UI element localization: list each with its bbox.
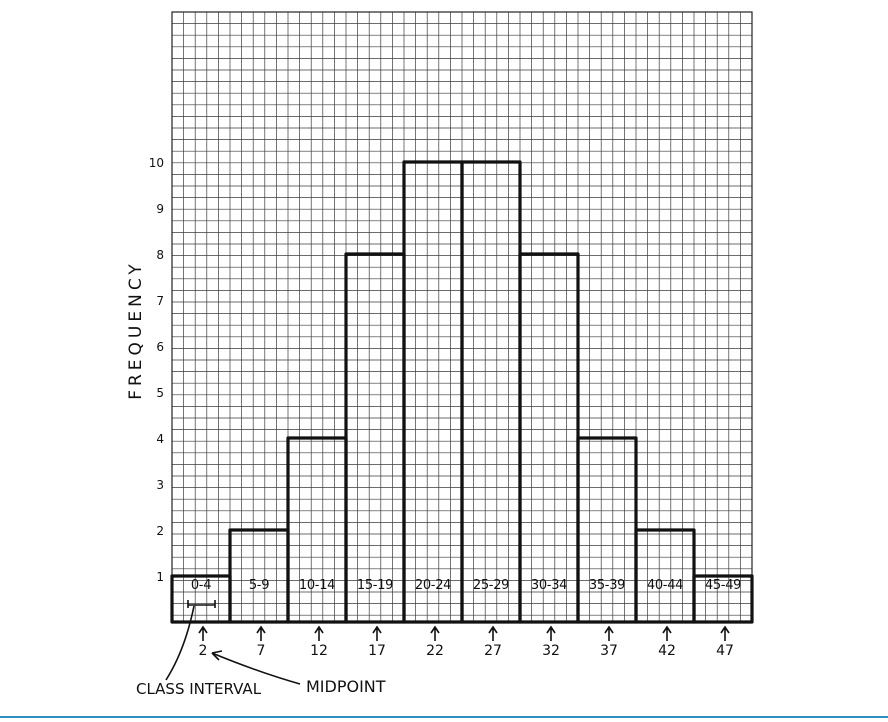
class-label-25-29: 25-29 <box>473 578 509 593</box>
y-tick-4: 4 <box>156 432 164 446</box>
class-label-40-44: 40-44 <box>647 578 683 593</box>
midpoint-label-27: 27 <box>484 643 502 659</box>
y-tick-8: 8 <box>156 248 164 262</box>
midpoint-label-17: 17 <box>368 643 386 659</box>
class-label-20-24: 20-24 <box>415 578 451 593</box>
midpoint-labels: 2 7 12 17 22 27 32 37 42 47 <box>198 625 734 659</box>
midpoint-label-2: 2 <box>199 643 208 659</box>
bar-20-24 <box>402 160 464 624</box>
y-tick-7: 7 <box>156 294 164 308</box>
class-interval-pointer <box>165 605 195 681</box>
midpoint-arrow <box>314 625 324 641</box>
y-tick-10: 10 <box>149 156 164 170</box>
bar-10-14 <box>286 436 348 624</box>
y-tick-5: 5 <box>156 386 164 400</box>
bar-25-29 <box>460 160 522 624</box>
y-tick-3: 3 <box>156 478 164 492</box>
midpoint-arrow <box>372 625 382 641</box>
bar-30-34 <box>518 252 580 624</box>
bar-5-9 <box>228 528 290 624</box>
annotation-group: CLASS INTERVAL MIDPOINT <box>136 600 386 698</box>
class-interval-bracket <box>187 600 216 608</box>
midpoint-label-47: 47 <box>716 643 734 659</box>
midpoint-label-12: 12 <box>310 643 328 659</box>
midpoint-label-22: 22 <box>426 643 444 659</box>
midpoint-label-7: 7 <box>257 643 266 659</box>
midpoint-pointer-arrowhead <box>211 650 223 661</box>
y-tick-6: 6 <box>156 340 164 354</box>
midpoint-label-32: 32 <box>542 643 560 659</box>
class-label-35-39: 35-39 <box>589 578 625 593</box>
y-axis-label: FREQUENCY <box>126 260 146 400</box>
y-tick-labels: 1 2 3 4 5 6 7 8 9 10 <box>149 156 164 584</box>
midpoint-arrow <box>430 625 440 641</box>
midpoint-arrow <box>198 625 208 641</box>
y-tick-1: 1 <box>156 570 164 584</box>
midpoint-pointer <box>211 652 301 685</box>
bottom-accent-rule <box>0 716 888 718</box>
bar-45-49 <box>692 574 754 624</box>
class-label-30-34: 30-34 <box>531 578 567 593</box>
y-tick-9: 9 <box>156 202 164 216</box>
midpoint-annotation: MIDPOINT <box>306 677 386 696</box>
midpoint-arrow <box>662 625 672 641</box>
class-interval-labels: 0-4 5-9 10-14 15-19 20-24 25-29 30-34 35-39 40-4… <box>191 578 742 593</box>
midpoint-label-42: 42 <box>658 643 676 659</box>
class-label-0-4: 0-4 <box>191 578 211 593</box>
midpoint-arrow <box>256 625 266 641</box>
class-label-5-9: 5-9 <box>249 578 269 593</box>
y-tick-2: 2 <box>156 524 164 538</box>
bar-15-19 <box>344 252 406 624</box>
bar-40-44 <box>634 528 696 624</box>
midpoint-arrow <box>604 625 614 641</box>
midpoint-label-37: 37 <box>600 643 618 659</box>
bar-35-39 <box>576 436 638 624</box>
class-interval-annotation: CLASS INTERVAL <box>136 680 262 698</box>
midpoint-arrow <box>546 625 556 641</box>
bars <box>170 160 754 624</box>
class-label-45-49: 45-49 <box>705 578 741 593</box>
midpoint-arrow <box>488 625 498 641</box>
midpoint-arrow <box>720 625 730 641</box>
class-label-10-14: 10-14 <box>299 578 335 593</box>
class-label-15-19: 15-19 <box>357 578 393 593</box>
